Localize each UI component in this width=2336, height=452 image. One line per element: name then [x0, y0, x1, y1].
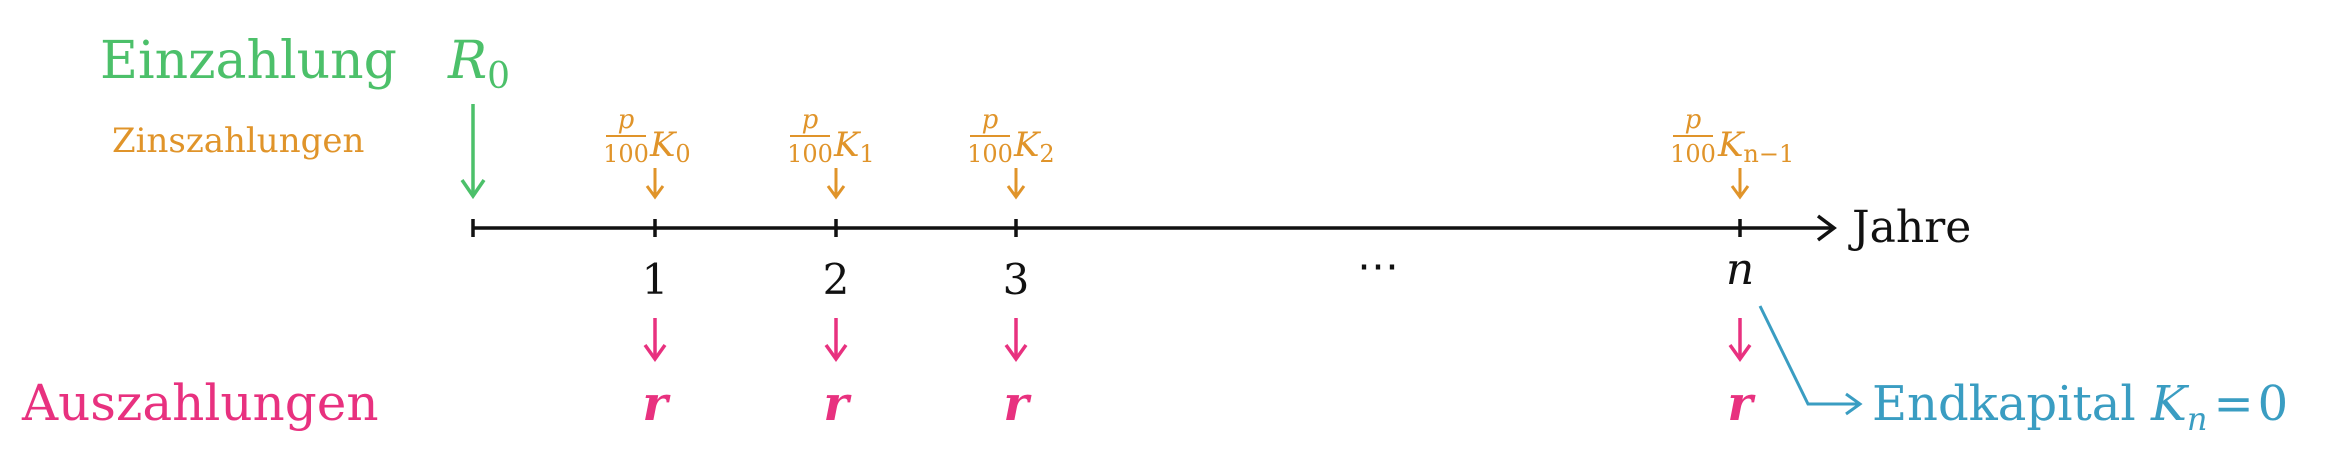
interest-numerator: p [1685, 105, 1702, 135]
interest-arrow-n [1730, 168, 1750, 200]
interest-capital: Kn−1 [1717, 125, 1794, 168]
interest-denominator: 100 [603, 140, 649, 168]
interest-payment-n: p 100 Kn−1 [1670, 105, 1794, 168]
deposit-symbol-sub: 0 [487, 56, 510, 97]
withdrawal-arrows [643, 318, 1752, 363]
withdrawal-arrow-n [1728, 318, 1752, 363]
year-label-1: 1 [642, 255, 669, 304]
interest-denominator: 100 [787, 140, 833, 168]
withdrawal-r-1: r [642, 376, 671, 432]
withdrawal-r-n: r [1727, 376, 1756, 432]
ellipsis: ⋯ [1357, 241, 1399, 290]
interest-capital: K2 [1013, 125, 1055, 168]
withdrawal-arrow-3 [1004, 318, 1028, 363]
interest-arrow-3 [1006, 168, 1026, 200]
withdrawal-arrow-2 [824, 318, 848, 363]
year-label-n: n [1726, 244, 1754, 295]
interest-capital-main: K [833, 125, 862, 165]
interest-capital: K1 [833, 125, 875, 168]
interest-capital-main: K [1717, 125, 1746, 165]
interest-numerator: p [618, 105, 635, 135]
timeline-axis [471, 214, 1837, 242]
deposit-symbol-main: R [447, 31, 487, 91]
interest-denominator: 100 [1670, 140, 1716, 168]
interest-capital-sub: 0 [675, 140, 690, 168]
end-capital-text: Endkapital [1872, 376, 2136, 432]
einzahlung-label: Einzahlung [100, 31, 397, 91]
interest-payment-1: p 100 K0 [603, 105, 691, 168]
interest-capital-sub: 1 [859, 140, 874, 168]
interest-numerator: p [802, 105, 819, 135]
interest-arrow-1 [645, 168, 665, 200]
axis-label: Jahre [1848, 202, 1971, 253]
deposit-symbol: R0 [447, 31, 510, 97]
interest-numerator: p [982, 105, 999, 135]
withdrawal-arrow-1 [643, 318, 667, 363]
zinszahlungen-label: Zinszahlungen [112, 121, 364, 161]
withdrawal-r-3: r [1003, 376, 1032, 432]
interest-payment-3: p 100 K2 [967, 105, 1055, 168]
interest-denominator: 100 [967, 140, 1013, 168]
interest-payment-2: p 100 K1 [787, 105, 875, 168]
auszahlungen-label: Auszahlungen [21, 374, 379, 432]
end-capital-connector [1758, 305, 1863, 416]
interest-capital-sub: 2 [1039, 140, 1054, 168]
year-label-2: 2 [823, 255, 850, 304]
end-capital-value: 0 [2258, 376, 2289, 432]
deposit-arrow [460, 104, 486, 200]
end-capital-equals: = [2213, 376, 2253, 432]
interest-arrow-2 [826, 168, 846, 200]
year-label-3: 3 [1003, 255, 1030, 304]
axis-arrowhead [1816, 214, 1837, 242]
interest-capital-main: K [1013, 125, 1042, 165]
end-capital-symbol: K [2150, 376, 2190, 432]
interest-arrows [645, 168, 1750, 200]
withdrawal-r-2: r [823, 376, 852, 432]
end-capital-subscript: n [2187, 400, 2208, 438]
interest-capital-main: K [649, 125, 678, 165]
end-capital-label: Endkapital Kn =0 [1872, 376, 2288, 438]
interest-capital-sub: n−1 [1743, 140, 1794, 168]
interest-capital: K0 [649, 125, 691, 168]
